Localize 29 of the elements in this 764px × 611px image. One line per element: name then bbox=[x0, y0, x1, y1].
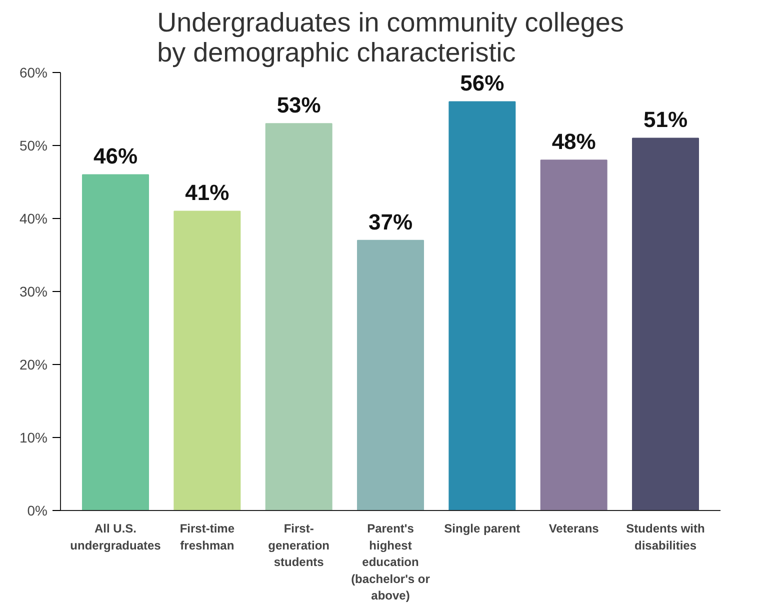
data-label: 41% bbox=[185, 180, 230, 206]
bar bbox=[82, 174, 149, 510]
x-tick-label: First-time freshman bbox=[180, 522, 235, 552]
data-label: 51% bbox=[643, 107, 688, 132]
data-label: 53% bbox=[276, 92, 321, 118]
y-tick-label: 40% bbox=[19, 210, 48, 226]
y-tick-label: 30% bbox=[19, 284, 48, 300]
y-tick-label: 50% bbox=[19, 138, 48, 154]
bar bbox=[448, 101, 516, 510]
y-tick-label: 60% bbox=[19, 64, 48, 80]
y-tick-label: 10% bbox=[19, 430, 48, 446]
data-label: 56% bbox=[460, 70, 504, 96]
data-label: 37% bbox=[368, 209, 413, 234]
x-tick-label: First-generation students bbox=[268, 522, 330, 570]
x-tick-label: Single parent bbox=[444, 522, 520, 536]
bar bbox=[540, 160, 608, 510]
data-label: 46% bbox=[93, 144, 138, 169]
x-tick-label: Parent's highest education (bachelor's or above) bbox=[351, 522, 430, 603]
x-tick-label: Veterans bbox=[548, 522, 600, 536]
bar bbox=[265, 123, 332, 510]
x-tick-label: Students with disabilities bbox=[626, 522, 705, 552]
bar bbox=[632, 138, 699, 510]
bar bbox=[174, 210, 241, 510]
chart-title: Undergraduates in community colleges by demographic characteristic bbox=[157, 8, 624, 68]
y-tick-label: 0% bbox=[27, 502, 48, 518]
bar bbox=[357, 240, 424, 510]
data-label: 48% bbox=[552, 129, 596, 154]
x-tick-label: All U.S. undergraduates bbox=[70, 522, 162, 552]
y-tick-label: 20% bbox=[19, 356, 48, 372]
